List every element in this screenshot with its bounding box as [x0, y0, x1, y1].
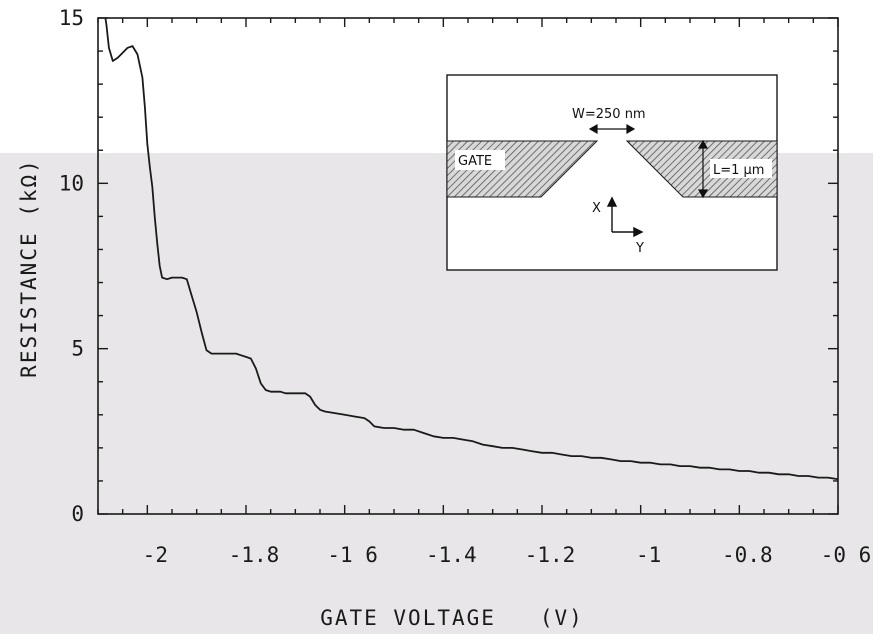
- x-direction-label: X: [592, 201, 601, 216]
- xy-axes-icon: [606, 196, 644, 238]
- y-axis-label: RESISTANCE (kΩ): [17, 158, 41, 378]
- tick-labels: -2 -1.8 -1 6 -1.4 -1.2 -1 -0.8 -0 6 0 5 10 15: [59, 6, 872, 567]
- y-tick-label: 10: [59, 171, 84, 195]
- resistance-curve: [104, 17, 839, 481]
- length-arrow: [697, 139, 709, 199]
- inset-diagram: GATE W=250 nm L=1 μm X Y: [446, 74, 778, 271]
- x-tick-label: -0.8: [722, 543, 773, 567]
- x-axis-label: GATE VOLTAGE (V): [320, 606, 584, 630]
- y-tick-label: 0: [71, 502, 84, 526]
- x-tick-label: -1.8: [229, 543, 280, 567]
- x-tick-label: -1.4: [426, 543, 477, 567]
- y-direction-label: Y: [635, 241, 644, 256]
- length-label-box: [710, 159, 772, 178]
- gate-right: [625, 140, 778, 198]
- x-tick-label: -0 6: [821, 543, 872, 567]
- length-label: L=1 μm: [713, 163, 764, 178]
- width-label: W=250 nm: [572, 107, 646, 122]
- x-tick-label: -1.2: [525, 543, 576, 567]
- y-tick-label: 15: [59, 6, 84, 30]
- x-tick-label: -1: [636, 543, 661, 567]
- axis-ticks: [97, 17, 839, 515]
- gate-label: GATE: [458, 154, 492, 169]
- x-tick-label: -2: [143, 543, 168, 567]
- x-tick-label: -1 6: [327, 543, 378, 567]
- width-arrow: [588, 123, 636, 135]
- gate-label-box: [455, 150, 505, 170]
- y-tick-label: 5: [71, 337, 84, 361]
